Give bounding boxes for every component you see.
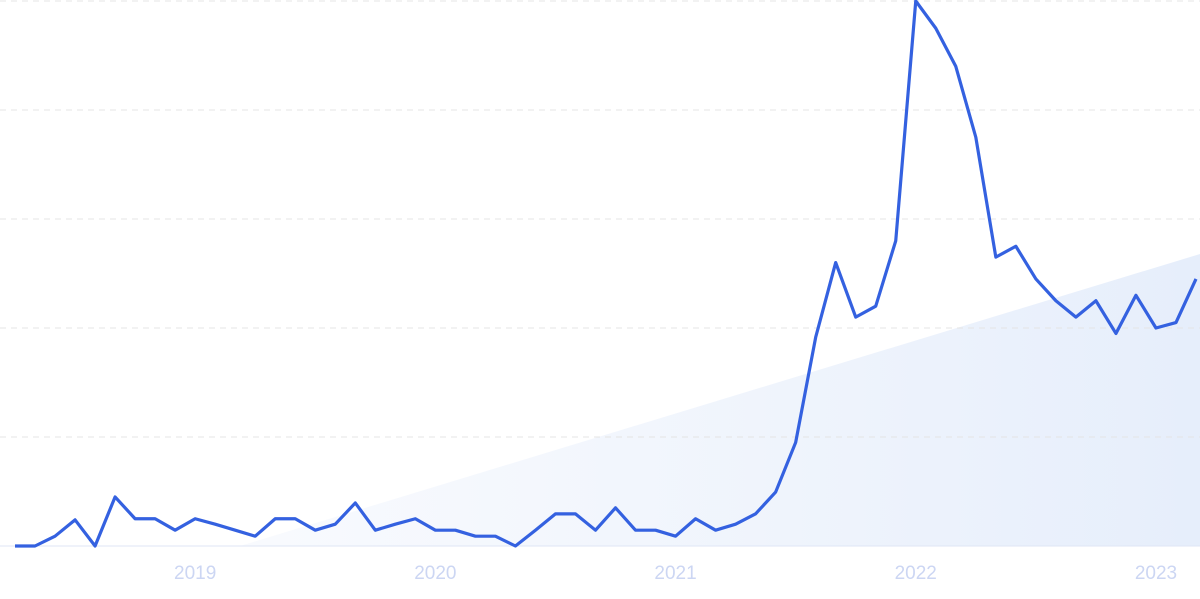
line-series bbox=[15, 0, 1198, 548]
trend-area bbox=[240, 254, 1200, 546]
x-tick-label: 2019 bbox=[174, 563, 216, 584]
x-tick-label: 2022 bbox=[895, 563, 937, 584]
x-tick-label: 2021 bbox=[654, 563, 696, 584]
x-tick-label: 2020 bbox=[414, 563, 456, 584]
x-tick-label: 2023 bbox=[1135, 563, 1177, 584]
